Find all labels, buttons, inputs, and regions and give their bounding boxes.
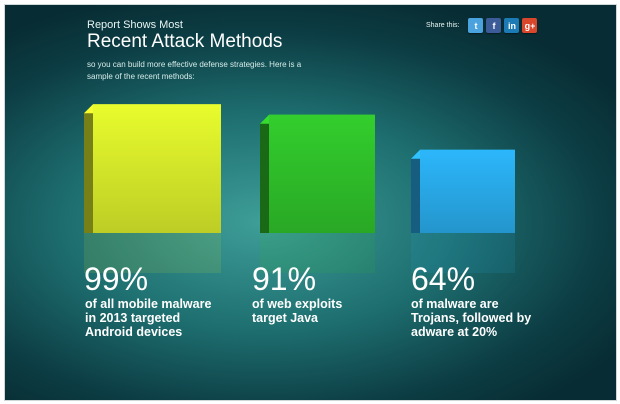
linkedin-icon[interactable]: in <box>504 18 520 33</box>
bar-reflection-1 <box>84 233 221 273</box>
bar-side-1 <box>84 104 93 233</box>
google-plus-icon[interactable]: g+ <box>522 18 538 33</box>
category-label-1: of all mobile malware in 2013 targeted A… <box>85 297 212 339</box>
bar-side-2 <box>260 114 269 233</box>
value-label-2: 91% <box>252 261 317 297</box>
category-label-2: of web exploits target Java <box>252 297 343 325</box>
header-subtitle: Report Shows Most <box>87 19 183 31</box>
value-label-3: 64% <box>411 261 476 297</box>
bar-side-3 <box>411 149 420 233</box>
intro-text: so you can build more effective defense … <box>87 60 302 81</box>
bar-reflection-2 <box>260 233 375 273</box>
bar-chart <box>84 104 515 273</box>
share-bar: Share this: t f in g+ <box>426 18 538 33</box>
page-title: Recent Attack Methods <box>87 31 283 52</box>
facebook-icon[interactable]: f <box>486 18 502 33</box>
category-label-3: of malware are Trojans, followed by adwa… <box>411 297 532 339</box>
infographic-panel: Report Shows Most Recent Attack Methods … <box>4 4 617 401</box>
bar-3 <box>420 149 515 233</box>
bar-reflection-3 <box>411 233 515 273</box>
value-label-1: 99% <box>84 261 149 297</box>
share-label: Share this: <box>426 22 460 29</box>
twitter-icon[interactable]: t <box>468 18 484 33</box>
bar-2 <box>269 114 375 233</box>
bar-1 <box>93 104 221 233</box>
